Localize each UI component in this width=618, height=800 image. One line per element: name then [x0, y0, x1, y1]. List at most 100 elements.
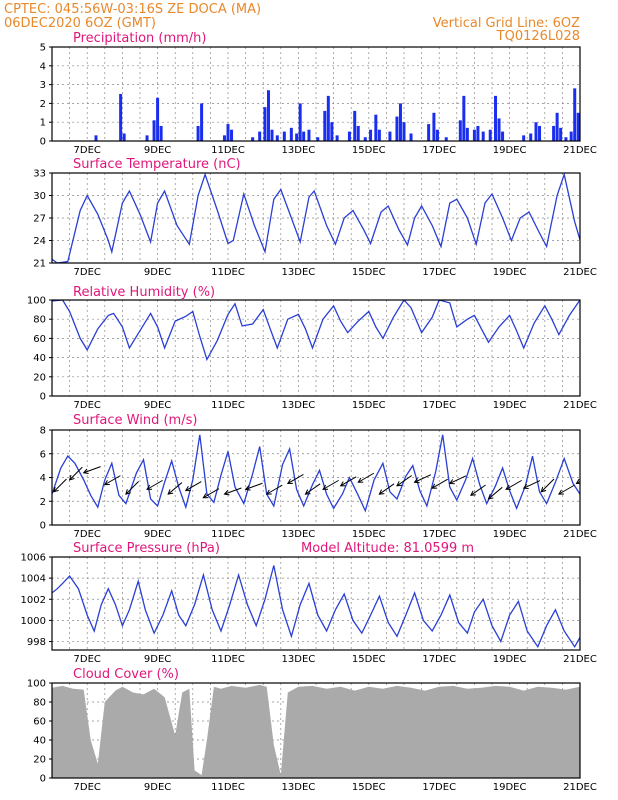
wind-arrow: [286, 474, 304, 484]
precip-bar: [282, 131, 286, 141]
x-tick-label: 19DEC: [493, 529, 527, 540]
wind-arrow: [470, 484, 486, 496]
precip-bar: [302, 131, 306, 141]
x-tick-label: 21DEC: [563, 267, 597, 278]
wind-arrow: [103, 475, 121, 486]
wind-arrow: [522, 480, 541, 490]
wind-arrow: [431, 478, 448, 489]
x-tick-label: 21DEC: [563, 654, 597, 665]
humidity-ytick-label: 0: [40, 392, 46, 403]
precip-bar: [458, 120, 462, 141]
humidity-ytick-label: 20: [33, 372, 46, 383]
x-tick-label: 9DEC: [144, 654, 171, 665]
precip-bar: [552, 125, 556, 141]
x-tick-label: 13DEC: [282, 267, 316, 278]
precip-bar: [230, 129, 234, 141]
header-station: CPTEC: 045:56W-03:16S ZE DOCA (MA): [4, 2, 261, 17]
x-tick-label: 9DEC: [144, 267, 171, 278]
precip-bar: [323, 110, 327, 141]
cloud-ytick-label: 0: [40, 774, 46, 785]
precip-bar: [251, 137, 255, 141]
wind-arrow: [357, 472, 375, 483]
precip-bar: [298, 103, 302, 141]
x-tick-label: 19DEC: [493, 145, 527, 156]
x-tick-label: 13DEC: [282, 782, 316, 793]
precip-bar: [200, 103, 204, 141]
precip-title: Precipitation (mm/h): [73, 31, 206, 46]
humidity-title: Relative Humidity (%): [73, 285, 215, 300]
precip-ytick-label: 1: [40, 118, 46, 129]
precip-bar: [555, 112, 559, 141]
x-tick-label: 15DEC: [352, 400, 386, 411]
precip-bar: [356, 125, 360, 141]
humidity-ytick-label: 80: [33, 315, 46, 326]
precip-marks: [94, 88, 580, 141]
precip-bar: [363, 137, 367, 141]
precip-bar: [258, 131, 262, 141]
x-tick-label: 19DEC: [493, 267, 527, 278]
x-tick-label: 15DEC: [352, 654, 386, 665]
wind-title: Surface Wind (m/s): [73, 413, 197, 428]
precip-bar: [266, 90, 270, 141]
precip-bar: [119, 94, 123, 141]
x-tick-label: 17DEC: [422, 654, 456, 665]
wind-ytick-label: 2: [40, 497, 46, 508]
wind-arrow: [265, 484, 283, 495]
x-tick-label: 15DEC: [352, 529, 386, 540]
x-tick-label: 7DEC: [74, 529, 101, 540]
x-tick-label: 17DEC: [422, 782, 456, 793]
x-tick-label: 7DEC: [74, 145, 101, 156]
x-tick-label: 9DEC: [144, 145, 171, 156]
cloud-frame: [51, 682, 581, 779]
precip-bar: [476, 125, 480, 141]
x-tick-label: 19DEC: [493, 400, 527, 411]
precip-bar: [564, 137, 568, 141]
wind-ytick-label: 8: [40, 426, 46, 437]
header-model: TQ0126L028: [496, 29, 580, 44]
wind-ytick-label: 6: [40, 449, 46, 460]
x-tick-label: 17DEC: [422, 400, 456, 411]
x-tick-label: 17DEC: [422, 267, 456, 278]
wind-arrow: [505, 479, 522, 490]
x-tick-label: 11DEC: [211, 529, 245, 540]
precip-bar: [522, 135, 526, 141]
precip-bar: [94, 135, 98, 141]
pressure-ytick-label: 1006: [21, 553, 46, 564]
wind-arrow: [304, 483, 321, 495]
x-tick-label: 21DEC: [563, 529, 597, 540]
pressure-ytick-label: 1000: [21, 616, 46, 627]
wind-arrow: [68, 466, 83, 481]
temperature-ytick-label: 24: [33, 236, 46, 247]
precip-ytick-label: 2: [40, 99, 46, 110]
cloud-panel: 0 20 40 60 80 100 7DEC 9DEC 11DEC 13DEC 15DEC 17DEC…: [27, 667, 597, 793]
x-tick-label: 17DEC: [422, 529, 456, 540]
precip-bar: [330, 122, 334, 141]
precip-panel: 0 1 2 3 4 5 7DEC 9DEC 11DEC 13DEC 15DEC 17DEC 19DEC 2…: [40, 31, 597, 156]
precip-bar: [432, 112, 436, 141]
cloud-ytick-label: 40: [33, 736, 46, 747]
precip-bar: [395, 116, 399, 141]
precip-bar: [159, 125, 163, 141]
x-tick-label: 7DEC: [74, 267, 101, 278]
precip-bar: [427, 124, 431, 141]
humidity-frame: [51, 299, 581, 397]
precip-bar: [377, 129, 381, 141]
precip-bar: [275, 135, 279, 141]
precip-frame: [51, 46, 581, 142]
wind-arrow: [202, 488, 220, 499]
precip-bar: [398, 103, 402, 141]
wind-arrow: [146, 479, 163, 490]
cloud-marks: [52, 684, 580, 778]
wind-arrow: [396, 475, 412, 487]
cloud-ytick-label: 60: [33, 717, 46, 728]
precip-bar: [538, 125, 542, 141]
wind-arrow: [167, 482, 183, 495]
humidity-line: [52, 300, 580, 362]
wind-arrow: [184, 481, 202, 492]
wind-arrow: [322, 479, 339, 490]
cloud-title: Cloud Cover (%): [73, 667, 179, 682]
precip-bar: [559, 127, 563, 141]
pressure-ytick-label: 1004: [21, 574, 46, 585]
wind-ytick-label: 0: [40, 521, 46, 532]
